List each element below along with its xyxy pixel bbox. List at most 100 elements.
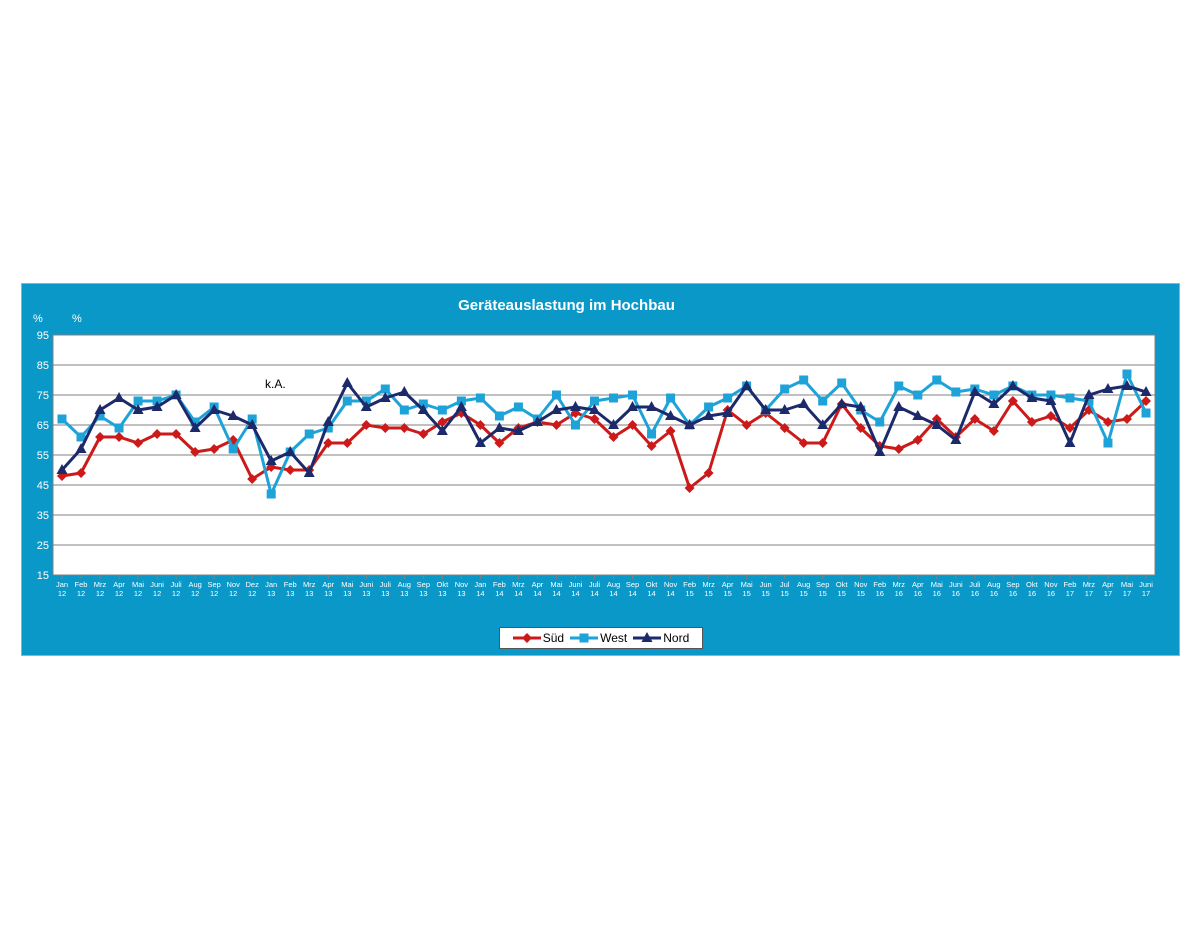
data-point-marker [647, 429, 657, 439]
x-tick-label-year: 12 [153, 589, 161, 598]
data-point-marker [627, 401, 639, 411]
x-tick-label-year: 12 [115, 589, 123, 598]
data-point-marker [531, 416, 543, 426]
data-point-marker [75, 443, 87, 453]
data-point-marker [1102, 383, 1114, 393]
x-tick-label-year: 14 [495, 589, 503, 598]
x-tick-label-month: Mrz [512, 580, 525, 589]
data-point-marker [266, 489, 276, 499]
data-point-marker [989, 390, 999, 400]
data-point-marker [551, 390, 561, 400]
data-point-marker [228, 444, 238, 454]
x-tick-label-year: 17 [1066, 589, 1074, 598]
data-point-marker [76, 468, 87, 478]
x-tick-label-month: Nov [1044, 580, 1058, 589]
data-point-marker [628, 390, 638, 400]
x-tick-label-year: 13 [400, 589, 408, 598]
data-point-marker [304, 429, 314, 439]
chart-panel: Geräteauslastung im Hochbau % % 15 25 35 45… [21, 283, 1180, 656]
x-tick-label-year: 13 [438, 589, 446, 598]
x-tick-label-month: Feb [873, 580, 886, 589]
series-süd [57, 396, 1151, 493]
x-tick-label-month: Apr [912, 580, 924, 589]
x-tick-label-year: 14 [609, 589, 617, 598]
x-tick-label-month: Okt [437, 580, 450, 589]
data-point-marker [780, 384, 790, 394]
x-tick-label-year: 16 [1009, 589, 1017, 598]
data-point-marker [893, 444, 904, 454]
x-tick-label-month: Sep [816, 580, 829, 589]
x-tick-label-year: 13 [362, 589, 370, 598]
x-tick-label-year: 15 [819, 589, 827, 598]
data-point-marker [760, 404, 772, 414]
data-point-marker [912, 435, 923, 445]
x-tick-label-year: 14 [514, 589, 522, 598]
data-point-marker [475, 420, 486, 430]
data-point-marker [209, 444, 220, 454]
x-tick-label-month: Mai [1121, 580, 1133, 589]
data-point-marker [265, 455, 277, 465]
data-point-marker [969, 414, 980, 424]
data-point-marker [951, 387, 961, 397]
x-tick-label-month: Mrz [1083, 580, 1096, 589]
data-point-marker [512, 425, 524, 435]
x-tick-label-month: Sep [207, 580, 220, 589]
data-point-marker [303, 467, 315, 477]
x-tick-label-year: 16 [971, 589, 979, 598]
x-tick-label-year: 12 [229, 589, 237, 598]
x-tick-label-year: 16 [1047, 589, 1055, 598]
data-point-marker [1045, 411, 1056, 421]
data-point-marker [513, 402, 523, 412]
data-point-marker [912, 410, 924, 420]
x-tick-label-month: Feb [284, 580, 297, 589]
data-point-marker [836, 398, 848, 408]
data-point-marker [475, 393, 485, 403]
data-point-marker [874, 446, 886, 456]
data-point-marker [1045, 395, 1057, 405]
data-point-marker [988, 398, 1000, 408]
y-tick-label: 45 [37, 480, 49, 492]
x-tick-label-month: Juni [1139, 580, 1153, 589]
data-point-marker [437, 417, 448, 427]
data-point-marker [609, 393, 619, 403]
legend-item: Süd [512, 631, 564, 645]
data-point-marker [798, 398, 810, 408]
x-tick-label-year: 15 [857, 589, 865, 598]
series-layer [56, 369, 1152, 499]
x-tick-label-month: Jul [780, 580, 790, 589]
data-point-marker [723, 393, 733, 403]
data-point-marker [361, 420, 372, 430]
series-nord [56, 377, 1152, 477]
data-point-marker [208, 404, 220, 414]
x-tick-label-month: Okt [646, 580, 659, 589]
x-tick-label-year: 16 [990, 589, 998, 598]
x-tick-label-year: 15 [742, 589, 750, 598]
data-point-marker [1121, 414, 1132, 424]
data-point-marker [569, 401, 581, 411]
data-point-marker [1064, 423, 1075, 433]
x-tick-label-month: Jan [56, 580, 68, 589]
data-point-marker [360, 401, 372, 411]
data-point-marker [114, 423, 124, 433]
data-point-marker [1102, 417, 1113, 427]
x-tick-label-year: 12 [96, 589, 104, 598]
x-tick-label-year: 15 [780, 589, 788, 598]
x-tick-label-month: Mai [550, 580, 562, 589]
x-tick-label-year: 15 [761, 589, 769, 598]
x-tick-label-month: Jan [265, 580, 277, 589]
data-point-marker [322, 416, 334, 426]
data-point-marker [932, 375, 942, 385]
series-line [61, 399, 1148, 490]
data-point-marker [798, 438, 809, 448]
y-tick-label: 55 [37, 450, 49, 462]
x-tick-label-year: 13 [457, 589, 465, 598]
data-point-marker [113, 392, 125, 402]
data-point-marker [608, 419, 620, 429]
x-tick-label-year: 13 [343, 589, 351, 598]
data-point-marker [418, 429, 429, 439]
x-axis-ticks: Jan12Feb12Mrz12Apr12Mai12Juni12Juli12Aug… [56, 575, 1153, 598]
x-tick-label-year: 14 [476, 589, 484, 598]
x-tick-label-month: Aug [987, 580, 1000, 589]
data-point-marker [323, 423, 333, 433]
data-point-marker [588, 404, 600, 414]
